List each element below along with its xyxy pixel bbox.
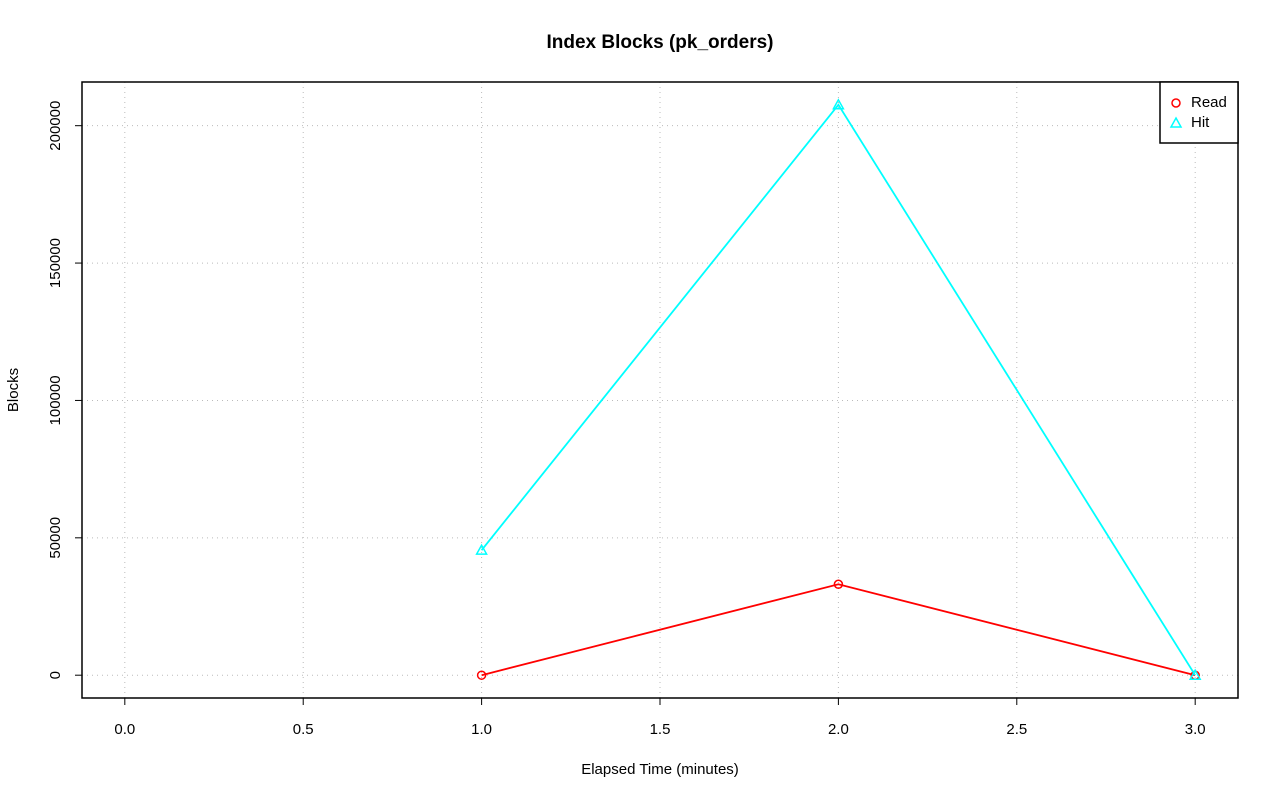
x-tick-label: 2.5 — [1006, 721, 1027, 738]
point — [832, 98, 845, 110]
line — [481, 583, 1196, 677]
x-tick-label: 0.0 — [114, 721, 135, 738]
line — [480, 103, 1196, 676]
x-tick-label: 2.0 — [828, 721, 849, 738]
legend-marker — [1171, 98, 1181, 108]
y-tick-label: 0 — [47, 671, 64, 679]
point — [475, 543, 488, 555]
legend-label: Hit — [1191, 114, 1210, 131]
y-axis-label: Blocks — [5, 368, 22, 412]
y-tick-label: 150000 — [47, 238, 64, 288]
x-axis-label: Elapsed Time (minutes) — [581, 761, 739, 778]
x-tick-label: 3.0 — [1185, 721, 1206, 738]
x-tick-label: 1.0 — [471, 721, 492, 738]
point — [833, 579, 844, 590]
chart-title: Index Blocks (pk_orders) — [546, 32, 773, 53]
x-tick-label: 1.5 — [650, 721, 671, 738]
y-tick-label: 50000 — [47, 517, 64, 559]
y-tick-label: 200000 — [47, 101, 64, 151]
y-tick-label: 100000 — [47, 375, 64, 425]
legend-marker — [1169, 116, 1183, 128]
point — [476, 670, 487, 680]
legend-box — [1159, 81, 1239, 144]
x-tick-label: 0.5 — [293, 721, 314, 738]
legend-label: Read — [1191, 94, 1227, 111]
point — [1188, 668, 1202, 680]
plot-border — [81, 81, 1239, 699]
